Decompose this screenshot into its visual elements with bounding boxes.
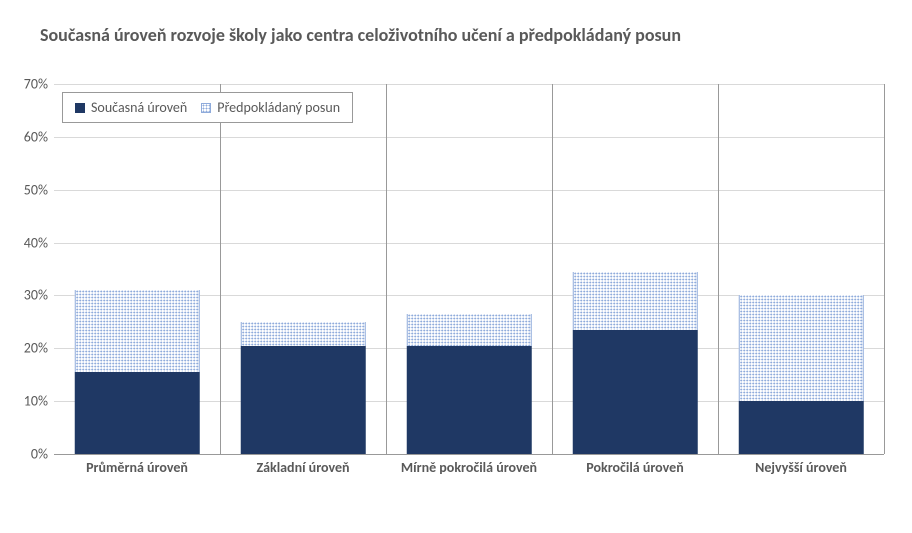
legend-label: Předpokládaný posun <box>217 99 340 116</box>
y-tick-label: 30% <box>24 287 48 304</box>
x-tick-label: Nejvyšší úroveň <box>718 460 884 477</box>
category-group: Průměrná úroveň <box>54 84 220 454</box>
plot-area: 0%10%20%30%40%50%60%70%Průměrná úroveňZá… <box>54 84 884 454</box>
category-group: Základní úroveň <box>220 84 386 454</box>
y-tick-label: 10% <box>24 393 48 410</box>
x-tick-label: Průměrná úroveň <box>54 460 220 477</box>
bar-segment <box>241 346 366 454</box>
category-group: Mírně pokročilá úroveň <box>386 84 552 454</box>
bar-segment <box>739 295 864 401</box>
legend-label: Současná úroveň <box>91 99 187 116</box>
legend-swatch <box>75 103 85 113</box>
category-separator <box>884 84 885 454</box>
y-tick-label: 50% <box>24 181 48 198</box>
y-tick-label: 0% <box>31 446 48 463</box>
category-group: Nejvyšší úroveň <box>718 84 884 454</box>
bar-segment <box>407 314 532 346</box>
bar-segment <box>75 290 200 372</box>
bar-segment <box>75 372 200 454</box>
y-tick-label: 70% <box>24 76 48 93</box>
legend: Současná úroveň Předpokládaný posun <box>62 92 353 123</box>
y-tick-label: 40% <box>24 234 48 251</box>
x-axis-line <box>54 454 884 455</box>
bar-segment <box>573 272 698 330</box>
chart-container: Současná úroveň rozvoje školy jako centr… <box>0 0 912 533</box>
x-tick-label: Pokročilá úroveň <box>552 460 718 477</box>
category-group: Pokročilá úroveň <box>552 84 718 454</box>
bar-segment <box>241 322 366 346</box>
bar-segment <box>573 330 698 454</box>
legend-item: Předpokládaný posun <box>201 99 340 116</box>
y-tick-label: 60% <box>24 128 48 145</box>
y-tick-label: 20% <box>24 340 48 357</box>
bar-segment <box>407 346 532 454</box>
chart-title: Současná úroveň rozvoje školy jako centr… <box>12 24 900 46</box>
bar-segment <box>739 401 864 454</box>
legend-item: Současná úroveň <box>75 99 187 116</box>
x-tick-label: Základní úroveň <box>220 460 386 477</box>
legend-swatch <box>201 103 211 113</box>
x-tick-label: Mírně pokročilá úroveň <box>386 460 552 477</box>
